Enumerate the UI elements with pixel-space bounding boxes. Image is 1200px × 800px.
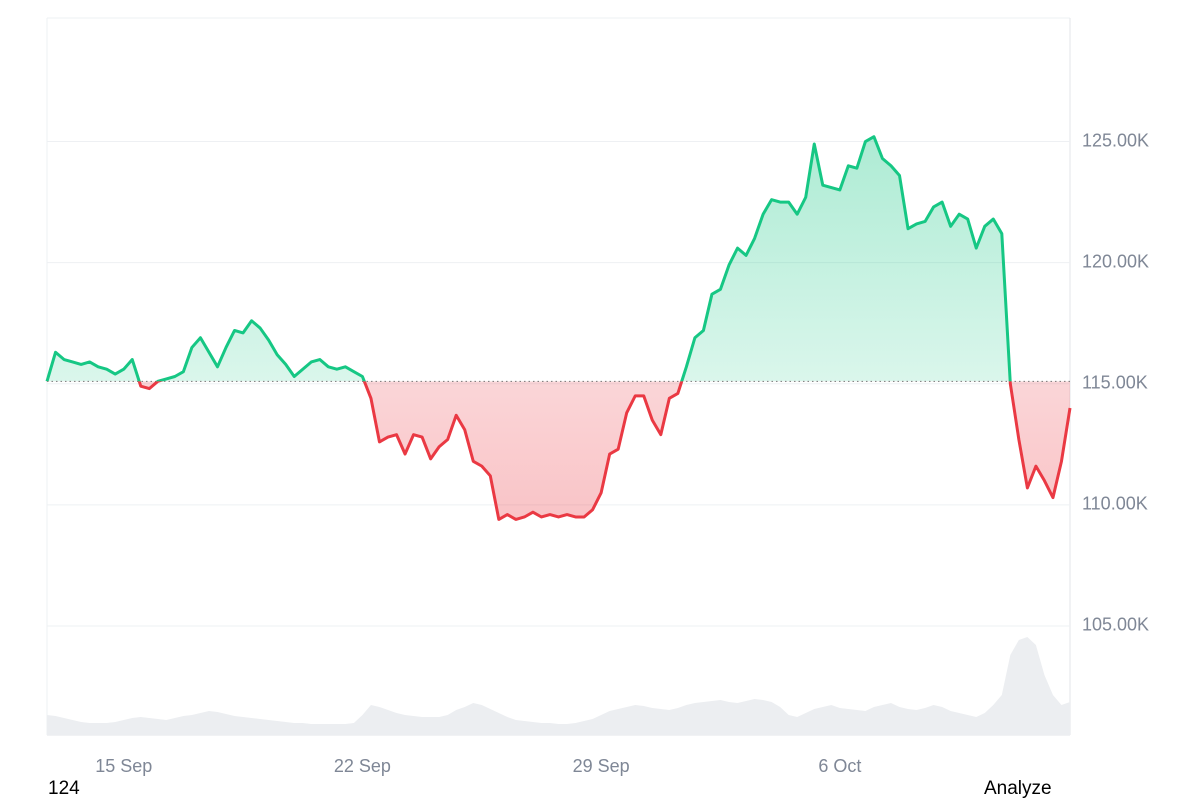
y-tick-label: 105.00K bbox=[1082, 615, 1149, 635]
price-line-up bbox=[45, 135, 1012, 382]
x-tick-label: 15 Sep bbox=[95, 756, 152, 776]
y-tick-label: 125.00K bbox=[1082, 130, 1149, 150]
x-tick-label: 6 Oct bbox=[818, 756, 861, 776]
x-tick-label: 29 Sep bbox=[573, 756, 630, 776]
x-tick-label: 22 Sep bbox=[334, 756, 391, 776]
area-down bbox=[47, 381, 1070, 520]
y-tick-label: 120.00K bbox=[1082, 251, 1149, 271]
area-up bbox=[47, 136, 1011, 382]
price-line-down bbox=[46, 381, 1072, 521]
analyze-button[interactable]: Analyze bbox=[984, 778, 1052, 799]
volume-area bbox=[47, 637, 1070, 735]
y-tick-label: 110.00K bbox=[1082, 494, 1148, 514]
y-tick-label: 115.00K bbox=[1082, 373, 1148, 393]
footer-label: 124 bbox=[48, 778, 80, 799]
